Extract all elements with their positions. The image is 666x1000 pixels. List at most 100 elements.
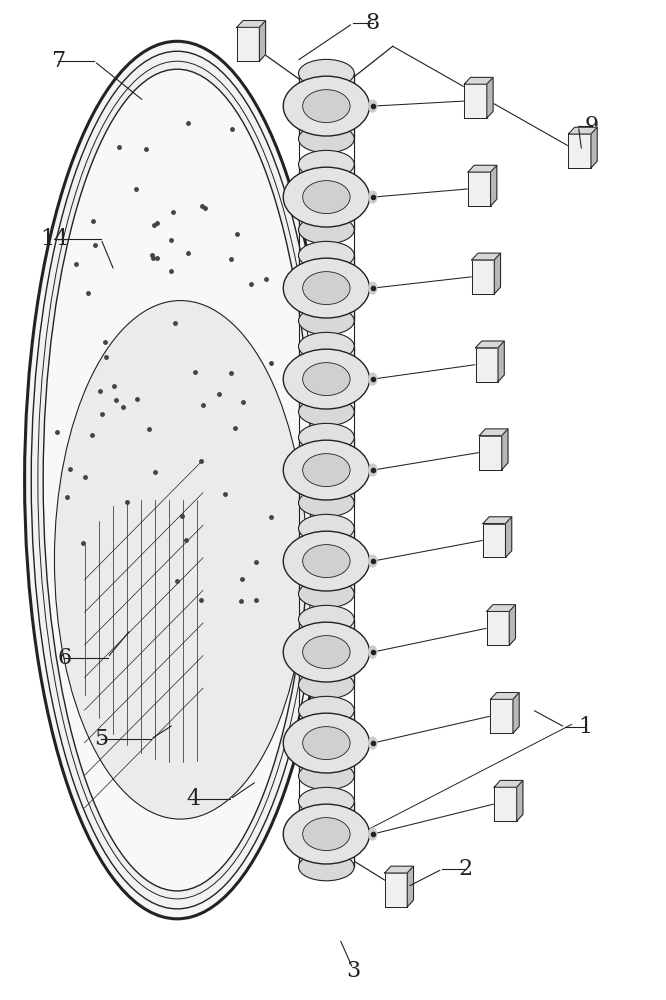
Text: 5: 5	[94, 728, 108, 750]
Polygon shape	[464, 77, 493, 84]
Ellipse shape	[302, 545, 350, 578]
Ellipse shape	[302, 181, 350, 214]
Circle shape	[369, 191, 377, 203]
Circle shape	[369, 464, 377, 476]
Polygon shape	[494, 787, 517, 821]
Polygon shape	[237, 27, 259, 61]
Ellipse shape	[25, 41, 330, 919]
Polygon shape	[501, 429, 508, 470]
Polygon shape	[476, 348, 498, 382]
Ellipse shape	[298, 423, 354, 451]
Polygon shape	[237, 21, 266, 27]
Polygon shape	[490, 699, 513, 733]
Polygon shape	[569, 134, 591, 168]
Ellipse shape	[298, 696, 354, 724]
Ellipse shape	[55, 301, 306, 819]
Ellipse shape	[298, 671, 354, 699]
Circle shape	[369, 828, 377, 840]
Polygon shape	[468, 165, 497, 172]
Bar	[298, 73, 354, 139]
Ellipse shape	[283, 258, 370, 318]
Ellipse shape	[298, 762, 354, 790]
Ellipse shape	[283, 440, 370, 500]
Ellipse shape	[38, 61, 316, 899]
Polygon shape	[385, 873, 408, 907]
Bar	[298, 346, 354, 412]
Circle shape	[369, 737, 377, 749]
Ellipse shape	[302, 363, 350, 396]
Text: 7: 7	[51, 50, 65, 72]
Ellipse shape	[302, 636, 350, 669]
Polygon shape	[505, 517, 511, 557]
Polygon shape	[513, 693, 519, 733]
Ellipse shape	[298, 59, 354, 87]
Text: 6: 6	[57, 647, 71, 669]
Ellipse shape	[283, 76, 370, 136]
Circle shape	[369, 100, 377, 112]
Polygon shape	[472, 253, 501, 260]
Polygon shape	[408, 866, 414, 907]
Polygon shape	[480, 429, 508, 436]
Polygon shape	[591, 127, 597, 168]
Text: 8: 8	[366, 12, 380, 34]
Polygon shape	[385, 866, 414, 873]
Circle shape	[369, 373, 377, 385]
Ellipse shape	[283, 713, 370, 773]
Ellipse shape	[302, 272, 350, 305]
Ellipse shape	[302, 818, 350, 851]
Polygon shape	[569, 127, 597, 134]
Bar	[298, 619, 354, 685]
Circle shape	[369, 282, 377, 294]
Ellipse shape	[283, 349, 370, 409]
Polygon shape	[480, 436, 501, 470]
Polygon shape	[509, 605, 515, 645]
Ellipse shape	[298, 241, 354, 269]
Bar	[298, 255, 354, 321]
Ellipse shape	[283, 804, 370, 864]
Bar	[298, 801, 354, 867]
Ellipse shape	[298, 125, 354, 153]
Ellipse shape	[298, 514, 354, 542]
Ellipse shape	[298, 398, 354, 426]
Ellipse shape	[298, 489, 354, 517]
Text: 14: 14	[41, 228, 69, 250]
Text: 4: 4	[186, 788, 200, 810]
Polygon shape	[491, 165, 497, 206]
Bar	[298, 164, 354, 230]
Ellipse shape	[298, 605, 354, 633]
Ellipse shape	[302, 727, 350, 760]
Ellipse shape	[298, 787, 354, 815]
Polygon shape	[498, 341, 504, 382]
Polygon shape	[468, 172, 491, 206]
Polygon shape	[464, 84, 487, 118]
Polygon shape	[476, 341, 504, 348]
Text: 9: 9	[585, 115, 599, 137]
Ellipse shape	[298, 307, 354, 335]
Polygon shape	[517, 780, 523, 821]
Ellipse shape	[31, 51, 323, 909]
Polygon shape	[487, 611, 509, 645]
Ellipse shape	[298, 580, 354, 608]
Text: 1: 1	[578, 716, 592, 738]
Ellipse shape	[283, 167, 370, 227]
Ellipse shape	[298, 216, 354, 244]
Polygon shape	[487, 605, 515, 611]
Ellipse shape	[283, 622, 370, 682]
Bar	[298, 710, 354, 776]
Ellipse shape	[298, 332, 354, 360]
Bar	[298, 437, 354, 503]
Ellipse shape	[302, 454, 350, 487]
Polygon shape	[483, 517, 511, 524]
Ellipse shape	[298, 853, 354, 881]
Polygon shape	[494, 253, 501, 294]
Polygon shape	[483, 524, 505, 557]
Circle shape	[369, 555, 377, 567]
Polygon shape	[259, 21, 266, 61]
Polygon shape	[490, 693, 519, 699]
Polygon shape	[494, 780, 523, 787]
Text: 3: 3	[346, 960, 360, 982]
Circle shape	[369, 646, 377, 658]
Polygon shape	[487, 77, 493, 118]
Ellipse shape	[298, 150, 354, 178]
Bar	[298, 528, 354, 594]
